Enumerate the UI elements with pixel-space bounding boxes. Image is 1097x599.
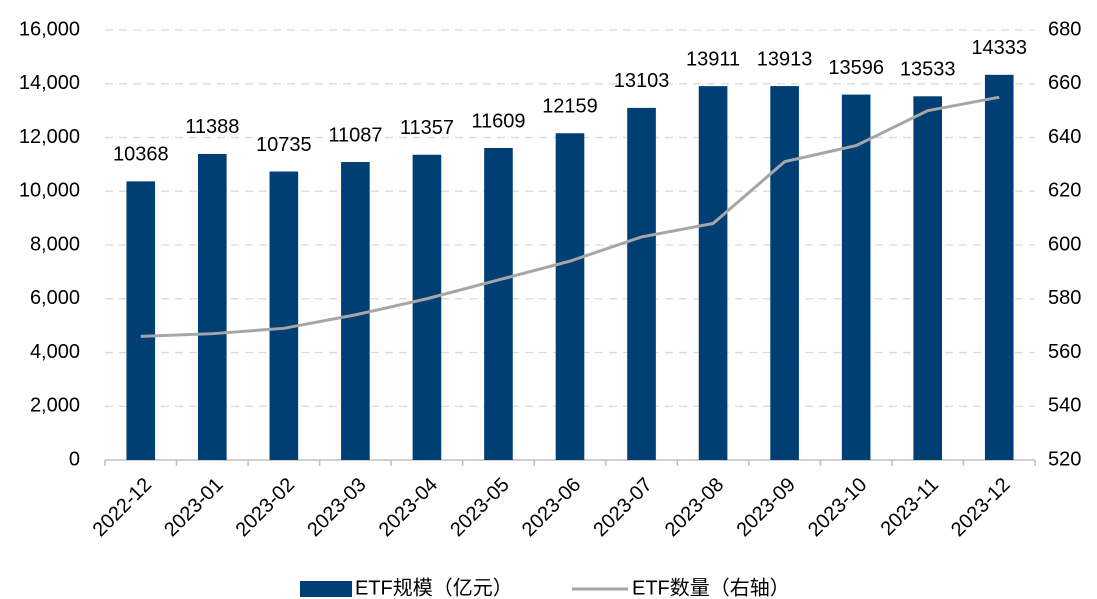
- data-label: 13913: [757, 48, 813, 70]
- x-tick-label: 2023-09: [732, 474, 799, 541]
- bar: [698, 86, 728, 460]
- y2-tick-label: 640: [1048, 126, 1081, 148]
- x-tick-label: 2023-02: [232, 474, 299, 541]
- y-tick-label: 14,000: [19, 72, 80, 94]
- data-label: 13596: [828, 57, 884, 79]
- x-tick-label: 2023-01: [160, 474, 227, 541]
- y-tick-label: 2,000: [30, 395, 80, 417]
- bar: [269, 171, 299, 460]
- bar: [841, 94, 871, 461]
- x-tick-label: 2022-12: [89, 474, 156, 541]
- data-label: 13103: [614, 70, 670, 92]
- bar: [627, 107, 656, 460]
- bar: [555, 133, 585, 460]
- line: [140, 95, 1000, 338]
- x-tick-label: 2023-05: [446, 474, 513, 541]
- data-label: 11388: [185, 116, 239, 138]
- y-tick-label: 10,000: [19, 180, 80, 202]
- y2-tick-label: 580: [1048, 287, 1081, 309]
- bar: [198, 153, 227, 460]
- data-label: 13533: [900, 59, 956, 81]
- y-tick-label: 0: [69, 448, 80, 470]
- x-tick-label: 2023-04: [375, 474, 442, 541]
- bar: [126, 181, 156, 461]
- data-label: 10368: [113, 144, 169, 166]
- bar: [984, 74, 1014, 460]
- y2-tick-label: 680: [1048, 18, 1081, 40]
- data-label: 14333: [971, 37, 1027, 59]
- bar: [484, 148, 513, 460]
- x-tick-label: 2023-06: [518, 474, 585, 541]
- data-label: 10735: [256, 134, 312, 156]
- legend-label: ETF数量（右轴）: [632, 576, 790, 599]
- y2-tick-label: 620: [1048, 180, 1081, 202]
- data-label: 11087: [328, 124, 382, 146]
- y2-tick-label: 600: [1048, 233, 1081, 255]
- y-tick-label: 8,000: [30, 233, 80, 255]
- legend-label: ETF规模（亿元）: [355, 576, 513, 599]
- data-label: 12159: [542, 96, 598, 118]
- y2-tick-label: 560: [1048, 341, 1081, 363]
- data-label: 11609: [471, 110, 525, 132]
- x-tick-label: 2023-03: [303, 474, 370, 541]
- bar: [770, 86, 799, 460]
- y2-tick-label: 540: [1048, 395, 1081, 417]
- y-tick-label: 4,000: [30, 341, 80, 363]
- y2-tick-label: 520: [1048, 448, 1081, 470]
- legend-swatch: [300, 581, 352, 597]
- y2-tick-label: 660: [1048, 72, 1081, 94]
- x-tick-label: 2023-08: [661, 474, 728, 541]
- x-tick-label: 2023-10: [804, 474, 871, 541]
- data-label: 13911: [686, 48, 740, 70]
- y-tick-label: 16,000: [19, 18, 80, 40]
- x-tick-label: 2023-12: [947, 474, 1014, 541]
- x-tick-label: 2023-11: [877, 474, 943, 540]
- bar: [341, 162, 370, 461]
- y-tick-label: 12,000: [19, 126, 80, 148]
- y-tick-label: 6,000: [30, 287, 80, 309]
- x-tick-label: 2023-07: [589, 474, 656, 541]
- bar: [412, 154, 442, 460]
- data-label: 11357: [400, 117, 454, 139]
- bar: [913, 96, 942, 460]
